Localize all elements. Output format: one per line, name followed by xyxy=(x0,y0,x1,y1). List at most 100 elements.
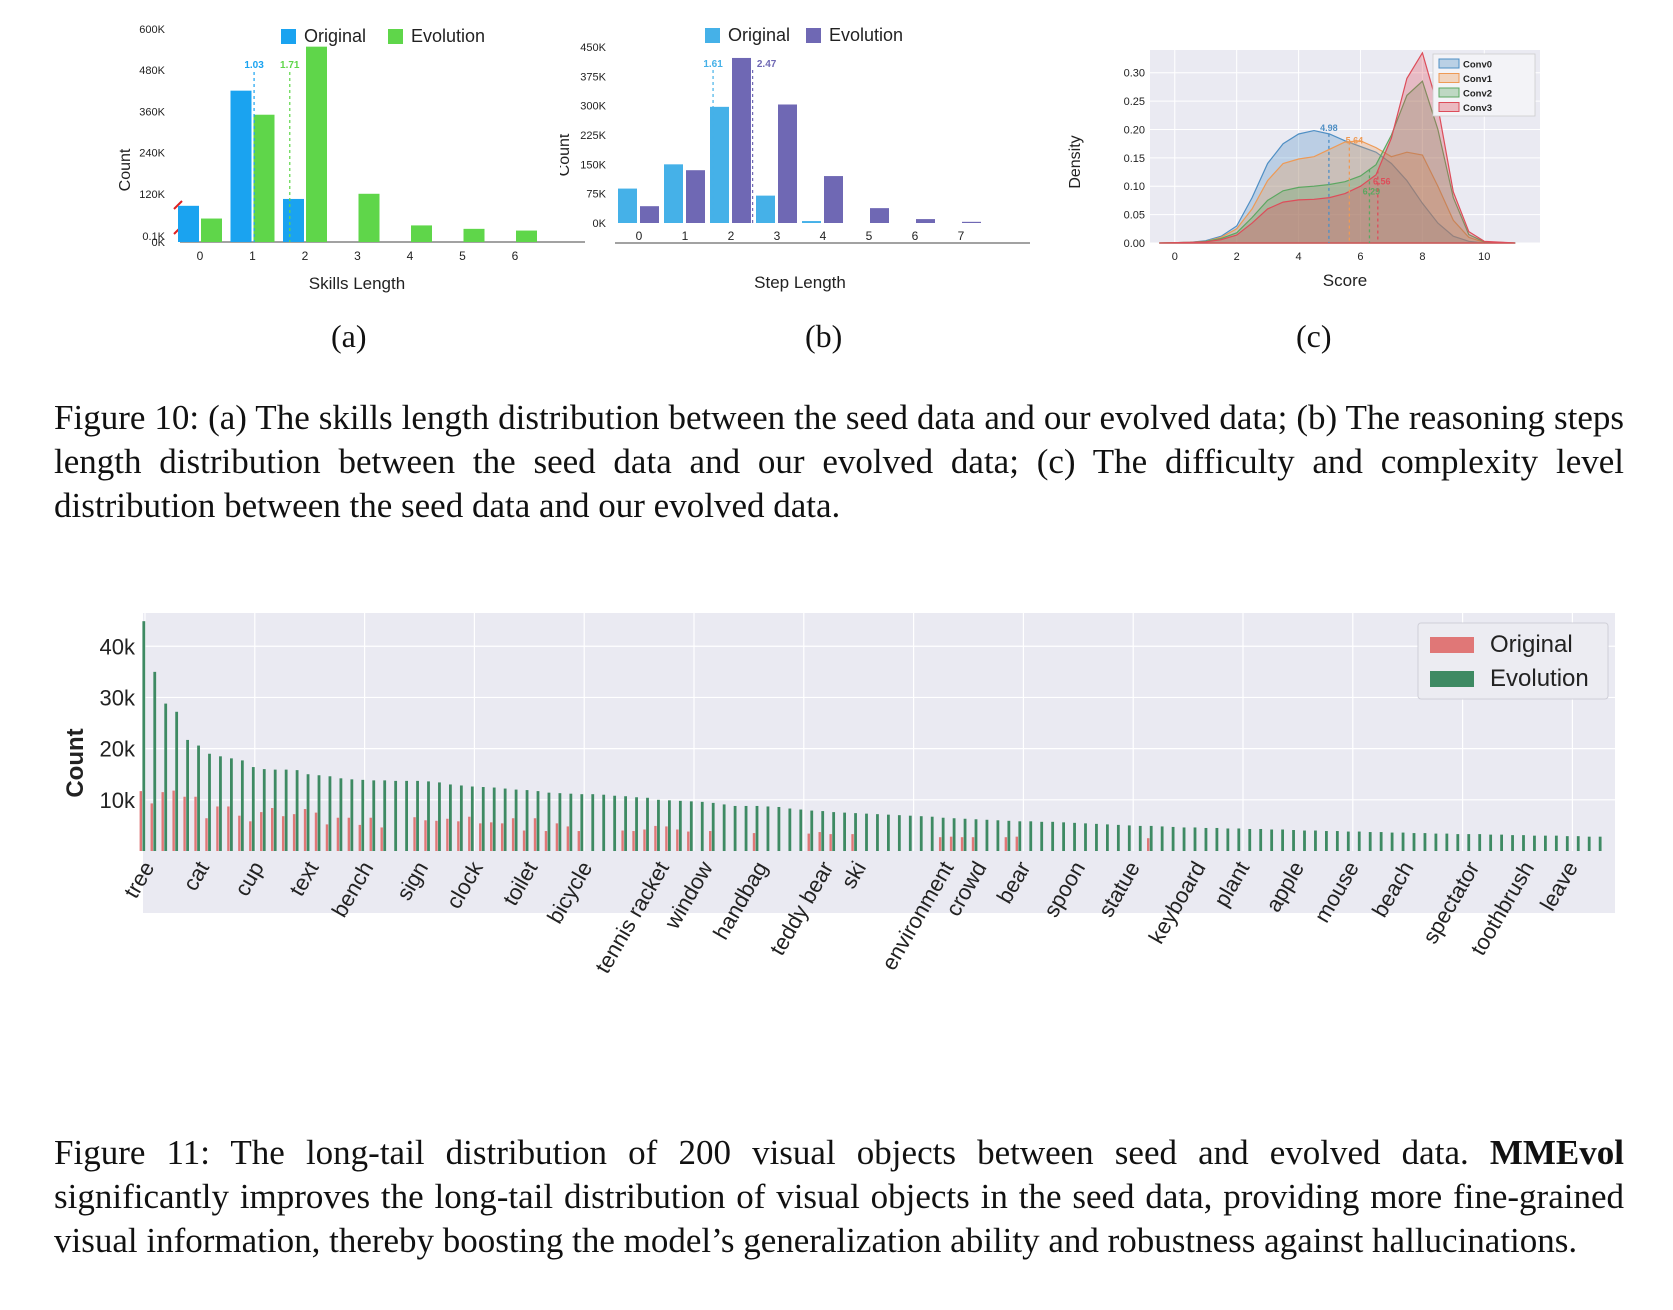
bar-evolution xyxy=(766,806,770,851)
bar-evolution xyxy=(930,816,934,851)
bar-evolution xyxy=(1325,831,1328,851)
bar-evolution xyxy=(1522,835,1525,851)
mean-label: 1.71 xyxy=(280,60,300,71)
bar-evolution xyxy=(1259,828,1263,851)
x-tick-label: 6 xyxy=(1357,251,1363,263)
sublabel-b: (b) xyxy=(805,318,843,354)
bar-evolution xyxy=(1445,833,1449,851)
x-tick-label: 6 xyxy=(912,229,919,243)
bar-original xyxy=(664,164,683,223)
bar-original xyxy=(960,837,964,851)
bar-evolution xyxy=(962,221,981,223)
bar-evolution xyxy=(186,739,189,851)
bar-evolution xyxy=(821,811,825,851)
bar-original xyxy=(150,803,153,851)
bar-evolution xyxy=(230,758,233,851)
bar-evolution xyxy=(1423,833,1427,851)
bar-original xyxy=(260,812,263,851)
bar-original xyxy=(238,815,241,851)
bar-evolution xyxy=(1106,824,1109,851)
bar-original xyxy=(230,90,252,242)
bar-original xyxy=(435,820,438,851)
legend-label-conv2: Conv2 xyxy=(1463,89,1492,100)
legend-label-original: Original xyxy=(304,26,366,46)
bar-evolution xyxy=(1095,823,1098,851)
bar-evolution xyxy=(974,819,978,851)
bar-original xyxy=(522,830,526,851)
legend-swatch-evolution xyxy=(1430,671,1474,687)
bar-evolution xyxy=(832,812,836,851)
axis-break-mark-upper xyxy=(173,200,183,210)
y-axis-label: Count xyxy=(117,148,134,191)
bar-original xyxy=(752,833,756,851)
bar-evolution xyxy=(1007,820,1011,851)
bar-evolution xyxy=(1018,821,1022,851)
bar-evolution xyxy=(870,208,889,223)
bar-original xyxy=(172,790,175,851)
figure-11-caption-bold: MMEvol xyxy=(1489,1133,1624,1172)
x-tick-label: 1 xyxy=(682,229,689,243)
bar-original xyxy=(227,806,230,851)
bar-evolution xyxy=(1237,828,1241,851)
density-area-conv1 xyxy=(1159,140,1516,244)
bar-evolution xyxy=(253,114,275,242)
bar-evolution xyxy=(459,785,463,851)
y-tick-label: 360K xyxy=(139,106,165,118)
bar-evolution xyxy=(1576,836,1580,851)
bar-evolution xyxy=(1127,825,1131,851)
x-tick-label: 5 xyxy=(866,229,873,243)
bar-evolution xyxy=(657,799,660,851)
y-tick-label: 600K xyxy=(139,24,165,36)
bar-evolution xyxy=(908,815,912,851)
mean-label: 1.61 xyxy=(703,59,723,70)
y-tick-label: 375K xyxy=(580,71,606,83)
bar-original xyxy=(139,791,142,851)
x-tick-label: 2 xyxy=(1234,251,1240,263)
bar-evolution xyxy=(788,808,792,851)
bar-evolution xyxy=(358,193,380,242)
bar-evolution xyxy=(339,778,343,851)
y-tick-label: 0K xyxy=(593,218,607,230)
bar-evolution xyxy=(317,775,321,851)
mean-label: 5.64 xyxy=(1346,136,1364,146)
bar-evolution xyxy=(1390,832,1394,851)
bar-evolution xyxy=(1226,828,1230,851)
bar-original xyxy=(183,796,186,851)
bar-evolution xyxy=(1587,836,1591,851)
bar-original xyxy=(949,836,953,851)
bar-evolution xyxy=(897,815,901,851)
bar-original xyxy=(971,837,975,851)
bar-original xyxy=(292,814,296,851)
bar-evolution xyxy=(1029,821,1033,851)
legend-swatch-evolution xyxy=(388,29,403,44)
bar-evolution xyxy=(1303,830,1306,851)
bar-evolution xyxy=(492,787,496,851)
bar-evolution xyxy=(887,814,890,851)
bar-evolution xyxy=(1160,826,1164,851)
bar-evolution xyxy=(686,170,705,223)
y-axis-label: Count xyxy=(560,133,573,176)
bar-original xyxy=(358,824,361,851)
bar-evolution xyxy=(164,703,168,851)
bar-original xyxy=(380,827,383,851)
mean-label: 6.29 xyxy=(1363,186,1381,196)
bar-original xyxy=(756,195,775,223)
bar-evolution xyxy=(427,781,430,851)
bar-evolution xyxy=(799,809,803,851)
bar-evolution xyxy=(251,767,255,851)
y-tick-label: 225K xyxy=(580,130,606,142)
legend-swatch-original xyxy=(281,29,296,44)
bar-evolution xyxy=(824,176,843,223)
bar-evolution xyxy=(1138,825,1142,851)
density-area-conv3 xyxy=(1159,51,1516,244)
y-tick-label: 240K xyxy=(139,148,165,160)
x-tick-label: 4 xyxy=(820,229,827,243)
bar-original xyxy=(829,834,832,851)
x-tick-label: 0 xyxy=(197,249,204,263)
bar-original xyxy=(687,831,690,851)
bar-evolution xyxy=(394,780,398,851)
bar-original xyxy=(1015,836,1018,851)
bar-evolution xyxy=(1182,827,1186,851)
chart-c: 4.98 5.64 6.296.56 0.00 0.05 0.10 0.15 0.20 0.2… xyxy=(1067,50,1540,290)
